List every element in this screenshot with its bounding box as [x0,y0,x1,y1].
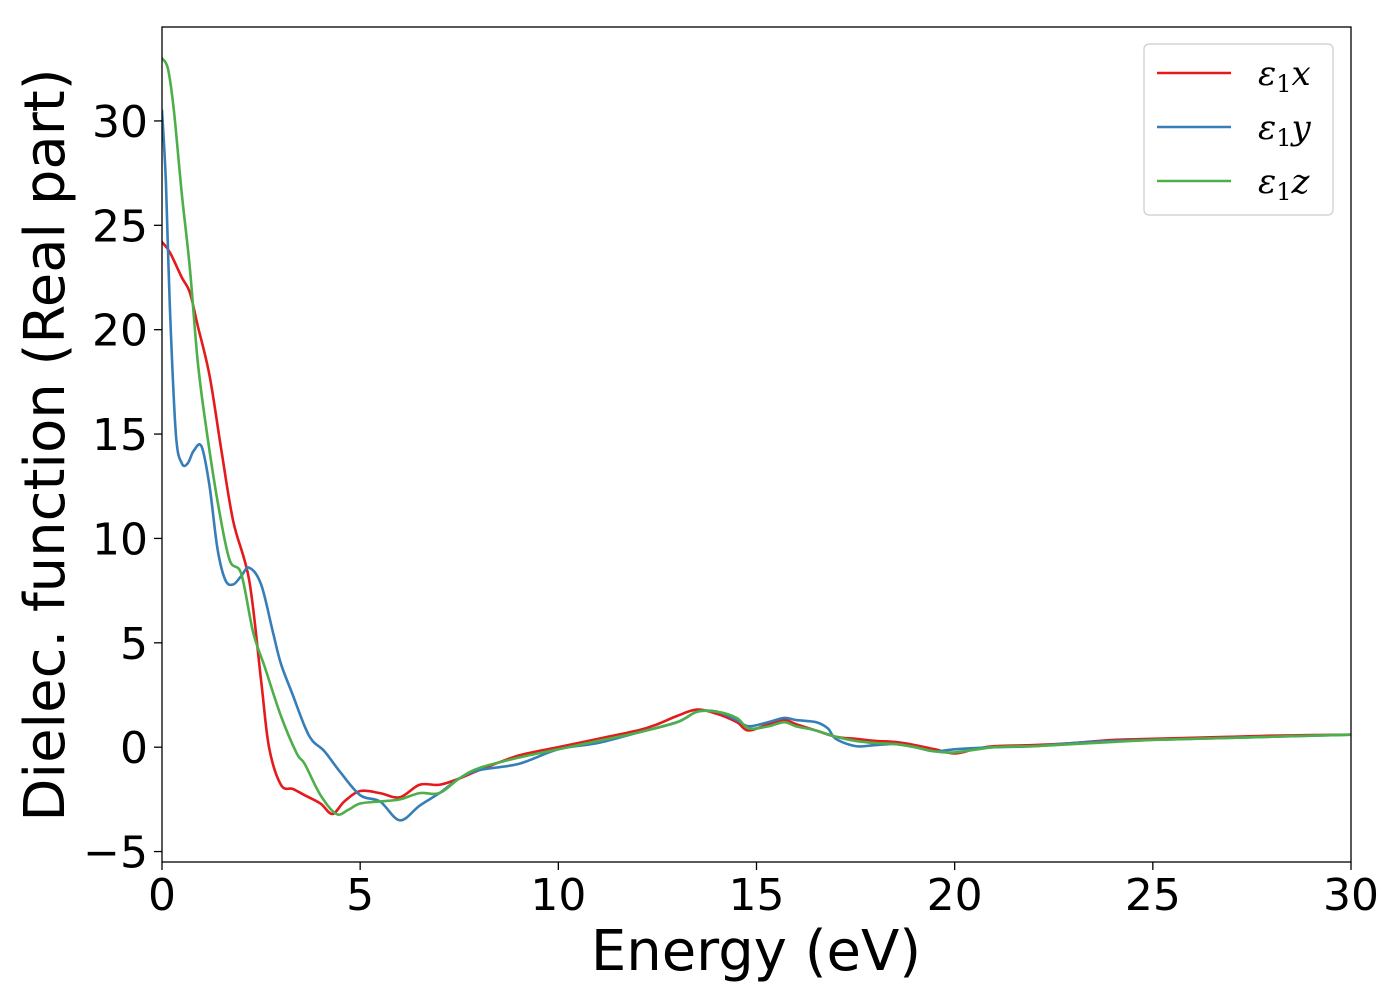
legend-label-y: ε1y [1258,108,1312,152]
x-tick-label: 5 [346,870,374,921]
legend-subscript: 1 [1276,70,1291,98]
legend-label-x: ε1x [1258,54,1311,98]
y-tick-label: 25 [92,201,148,252]
y-tick-label: 5 [120,619,148,670]
y-tick-label: 0 [120,723,148,774]
x-tick-label: 30 [1323,870,1379,921]
x-tick-label: 15 [729,870,785,921]
y-axis-label: Dielec. function (Real part) [13,68,78,821]
legend-box [1143,43,1334,216]
legend-symbol: ε [1258,54,1276,94]
y-tick-label: 10 [92,514,148,565]
legend-symbol: ε [1258,108,1276,148]
legend-variable: y [1290,108,1312,148]
legend-variable: x [1292,54,1311,94]
y-tick-label: 30 [92,97,148,148]
legend-subscript: 1 [1276,124,1291,152]
legend-symbol: ε [1258,162,1276,202]
y-tick-label: 15 [92,410,148,461]
y-axis: −5 0 5 10 15 20 25 30 [83,97,162,879]
x-axis-label: Energy (eV) [591,919,921,984]
series-line-z [162,57,1351,816]
x-tick-label: 0 [148,870,176,921]
x-axis: 0 5 10 15 20 25 30 [148,862,1379,921]
x-tick-label: 10 [530,870,586,921]
legend-variable: z [1291,162,1311,202]
x-tick-label: 20 [927,870,983,921]
legend-label-z: ε1z [1258,162,1311,206]
y-tick-label: −5 [83,828,148,879]
legend-subscript: 1 [1276,178,1291,206]
series-layer [162,57,1351,822]
x-tick-label: 25 [1125,870,1181,921]
series-line-y [162,109,1351,822]
y-tick-label: 20 [92,306,148,357]
